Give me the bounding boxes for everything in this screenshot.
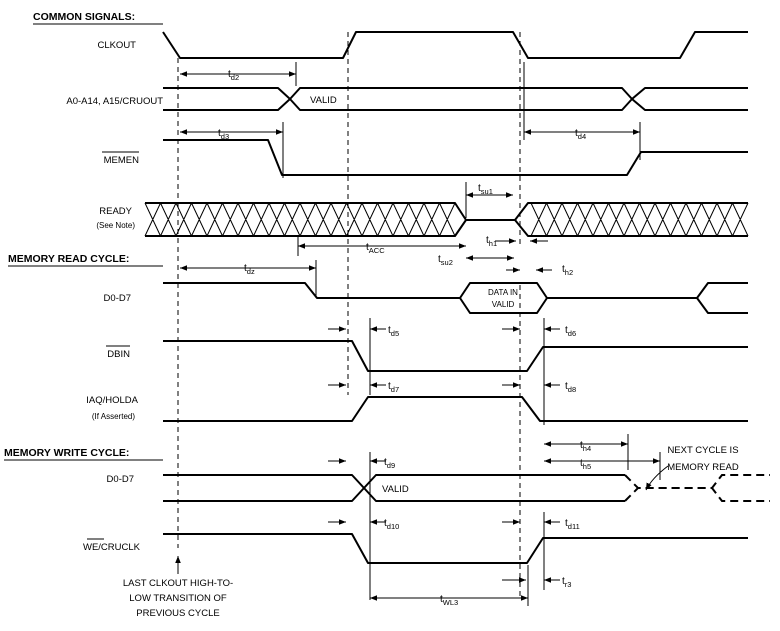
waveform-d0d7-write-lower: [163, 487, 625, 502]
waveform-d0d7-read-left: [163, 282, 460, 299]
label-tsu2: tsu2: [438, 254, 453, 267]
last-clkout-note-line1: LAST CLKOUT HIGH-TO-: [123, 578, 233, 589]
label-th5: th5: [580, 458, 591, 471]
next-cycle-note-line1: NEXT CYCLE IS: [667, 445, 738, 456]
signal-note-iaq: (If Asserted): [92, 412, 135, 421]
signal-note-ready: (See Note): [96, 221, 135, 230]
signal-label-ready: READY: [99, 206, 132, 217]
section-common-signals: COMMON SIGNALS:: [33, 11, 135, 23]
signal-label-d0d7-read: D0-D7: [104, 293, 131, 304]
signal-label-memen: MEMEN: [104, 155, 140, 166]
label-td2: td2: [228, 69, 239, 82]
section-memory-write: MEMORY WRITE CYCLE:: [4, 447, 129, 459]
label-td5: td5: [388, 325, 399, 338]
last-clkout-note-line2: LOW TRANSITION OF: [129, 593, 227, 604]
signal-label-d0d7-write: D0-D7: [107, 474, 134, 485]
waveform-d0d7-write-next-lower: [624, 487, 770, 502]
waveform-d0d7-read-right: [547, 282, 748, 299]
last-clkout-note-line3: PREVIOUS CYCLE: [136, 608, 219, 619]
waveform-d0d7-write-next-upper: [624, 474, 770, 489]
waveform-address-lower: [163, 98, 748, 111]
label-tr3: tr3: [562, 576, 571, 589]
label-twl3: tWL3: [440, 594, 458, 607]
label-td7: td7: [388, 381, 399, 394]
waveform-d0d7-read-data-upper: [459, 282, 548, 299]
address-valid-text: VALID: [310, 95, 337, 106]
signal-label-clkout: CLKOUT: [97, 40, 136, 51]
waveform-d0d7-read-data-lower: [459, 297, 548, 314]
section-memory-read: MEMORY READ CYCLE:: [8, 253, 129, 265]
waveform-address-upper: [163, 87, 748, 100]
label-tacc: tACC: [366, 242, 385, 255]
signal-label-address: A0-A14, A15/CRUOUT: [66, 96, 163, 107]
label-td3: td3: [218, 128, 229, 141]
waveform-iaq: [163, 396, 748, 422]
label-td11: td11: [565, 518, 580, 531]
label-td8: td8: [565, 381, 576, 394]
signal-label-dbin: DBIN: [107, 349, 130, 360]
label-td6: td6: [565, 325, 576, 338]
next-cycle-note-line2: MEMORY READ: [667, 462, 739, 473]
label-td9: td9: [384, 457, 395, 470]
label-th1: th1: [486, 235, 497, 248]
signal-label-iaq: IAQ/HOLDA: [86, 395, 138, 406]
waveform-dbin: [163, 340, 748, 372]
waveform-d0d7-read-right-low: [696, 297, 748, 314]
next-cycle-arrow: [645, 465, 669, 491]
data-in-valid-line2: VALID: [492, 300, 515, 309]
label-tsu1: tsu1: [478, 183, 493, 196]
data-in-valid-line1: DATA IN: [488, 288, 518, 297]
waveform-memen: [163, 139, 748, 176]
write-valid-text: VALID: [382, 484, 409, 495]
label-th4: th4: [580, 440, 591, 453]
signal-label-we: WE/CRUCLK: [83, 542, 141, 553]
label-th2: th2: [562, 264, 573, 277]
ready-hatch: [144, 202, 749, 237]
label-tdz: tdz: [244, 263, 255, 276]
label-td10: td10: [384, 518, 399, 531]
waveform-clkout: [162, 31, 748, 59]
waveform-we: [163, 533, 748, 564]
label-td4: td4: [575, 128, 586, 141]
